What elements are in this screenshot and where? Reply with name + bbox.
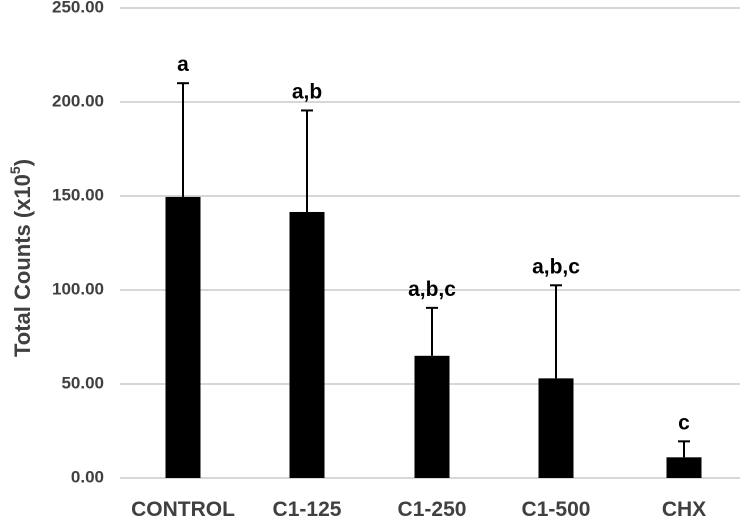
bar — [165, 196, 201, 478]
bar — [666, 457, 702, 478]
error-bar — [177, 82, 189, 197]
x-category-label: CONTROL — [131, 498, 235, 521]
x-category-label: C1-125 — [273, 498, 342, 521]
y-axis-label-superscript: 5 — [7, 166, 23, 174]
y-tick-label: 250.00 — [52, 0, 104, 16]
x-category-label: C1-500 — [522, 498, 591, 521]
significance-label: c — [678, 411, 690, 434]
bars — [165, 196, 702, 479]
x-axis-category-labels: CONTROL C1-125 C1-250 C1-500 CHX — [131, 498, 706, 521]
y-tick-label: 0.00 — [71, 467, 104, 486]
significance-label: a — [177, 53, 189, 76]
significance-labels: a a,b a,b,c a,b,c c — [177, 53, 690, 434]
y-axis-tick-labels: 0.00 50.00 100.00 150.00 200.00 250.00 — [52, 0, 104, 486]
bar — [414, 355, 450, 478]
y-axis-label: Total Counts (x105) — [7, 159, 35, 357]
error-bar — [550, 284, 562, 379]
significance-label: a,b,c — [532, 255, 580, 278]
gridlines — [120, 7, 740, 479]
y-tick-label: 100.00 — [52, 279, 104, 298]
bar — [538, 378, 574, 478]
significance-label: a,b,c — [408, 278, 456, 301]
error-bar — [678, 440, 690, 458]
y-tick-label: 150.00 — [52, 185, 104, 204]
y-axis-label-text: Total Counts (x10 — [10, 174, 35, 357]
x-category-label: CHX — [662, 498, 706, 521]
error-bars — [177, 82, 690, 458]
error-bar — [426, 306, 438, 356]
y-tick-label: 200.00 — [52, 91, 104, 110]
bar — [289, 211, 325, 479]
error-bar — [301, 109, 313, 212]
y-axis-label-suffix: ) — [10, 159, 35, 166]
y-tick-label: 50.00 — [61, 373, 104, 392]
x-category-label: C1-250 — [398, 498, 467, 521]
significance-label: a,b — [292, 80, 322, 103]
